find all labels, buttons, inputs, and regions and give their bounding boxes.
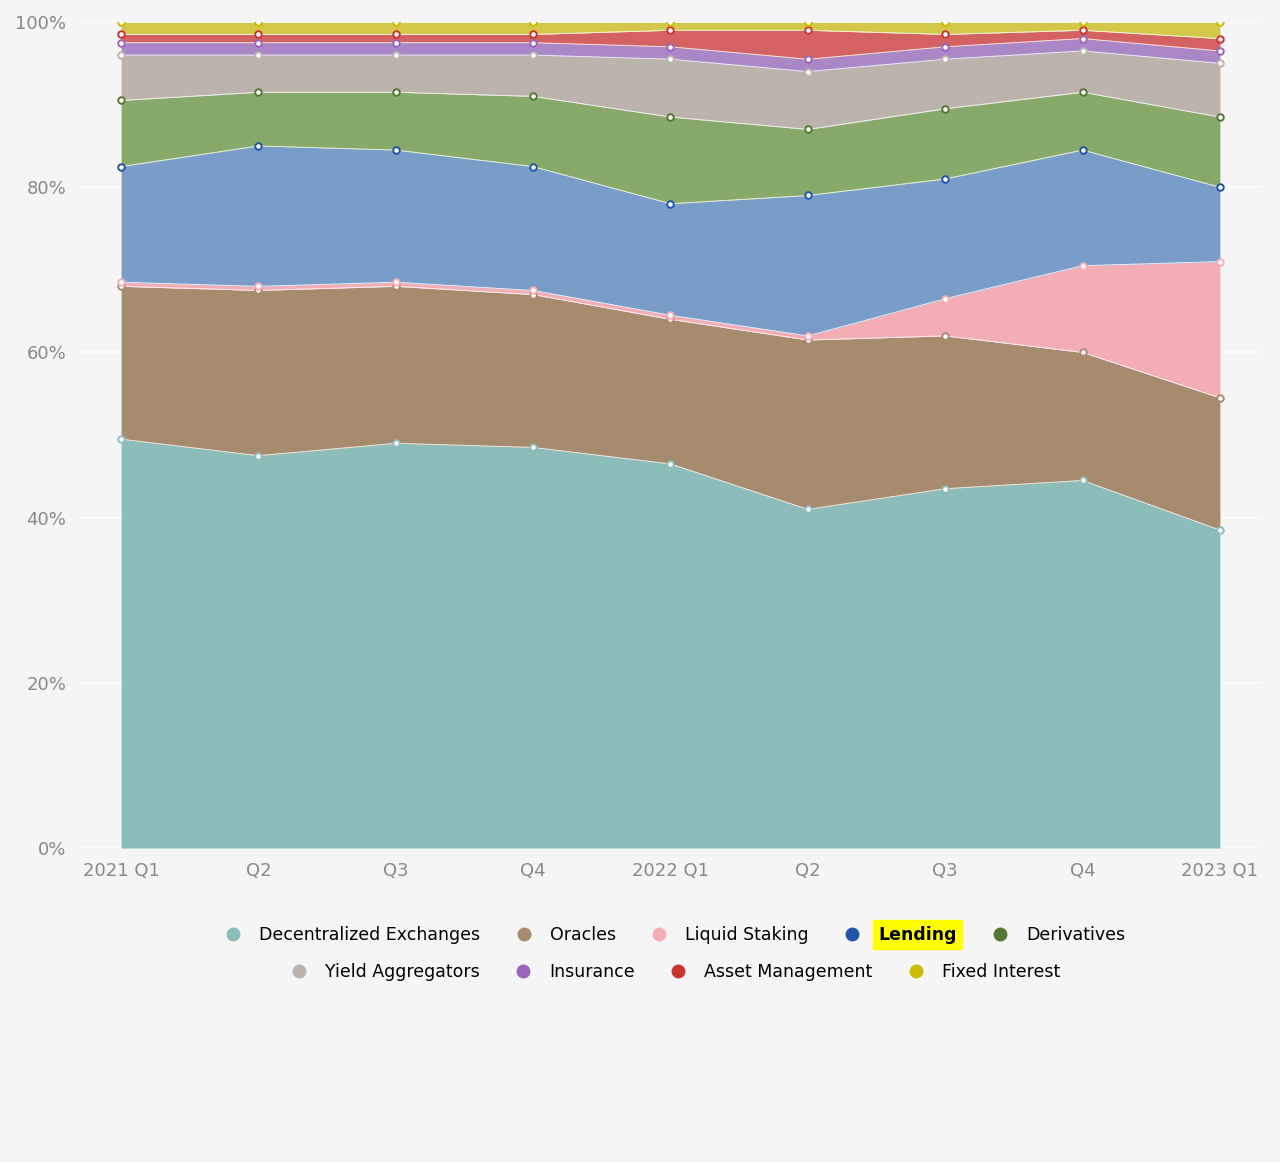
Point — [385, 141, 406, 159]
Point — [1073, 257, 1093, 275]
Point — [1073, 42, 1093, 60]
Point — [660, 194, 681, 213]
Point — [248, 277, 269, 295]
Point — [660, 310, 681, 329]
Point — [660, 37, 681, 56]
Point — [385, 13, 406, 31]
Point — [1073, 343, 1093, 361]
Point — [1073, 13, 1093, 31]
Point — [934, 100, 955, 119]
Point — [111, 34, 132, 52]
Point — [934, 480, 955, 498]
Point — [385, 26, 406, 44]
Point — [934, 170, 955, 188]
Point — [1210, 178, 1230, 196]
Point — [111, 273, 132, 292]
Point — [1210, 388, 1230, 407]
Point — [524, 34, 544, 52]
Point — [1073, 141, 1093, 159]
Legend: Yield Aggregators, Insurance, Asset Management, Fixed Interest: Yield Aggregators, Insurance, Asset Mana… — [274, 956, 1066, 988]
Point — [1073, 29, 1093, 48]
Point — [797, 13, 818, 31]
Point — [1210, 252, 1230, 271]
Point — [248, 26, 269, 44]
Point — [248, 45, 269, 64]
Point — [797, 50, 818, 69]
Point — [797, 63, 818, 81]
Point — [797, 327, 818, 345]
Point — [1210, 42, 1230, 60]
Point — [1210, 29, 1230, 48]
Point — [660, 454, 681, 473]
Point — [797, 331, 818, 350]
Point — [524, 13, 544, 31]
Point — [1073, 83, 1093, 101]
Point — [1210, 53, 1230, 72]
Point — [934, 327, 955, 345]
Point — [111, 277, 132, 295]
Point — [797, 500, 818, 518]
Point — [111, 91, 132, 109]
Point — [385, 277, 406, 295]
Point — [934, 289, 955, 308]
Point — [934, 13, 955, 31]
Point — [1210, 108, 1230, 127]
Point — [248, 281, 269, 300]
Point — [385, 83, 406, 101]
Point — [797, 21, 818, 40]
Point — [934, 37, 955, 56]
Point — [934, 50, 955, 69]
Point — [660, 306, 681, 324]
Point — [524, 286, 544, 304]
Point — [660, 13, 681, 31]
Point — [111, 430, 132, 449]
Point — [385, 433, 406, 452]
Point — [524, 87, 544, 106]
Point — [524, 45, 544, 64]
Point — [524, 438, 544, 457]
Point — [660, 108, 681, 127]
Point — [934, 26, 955, 44]
Point — [111, 157, 132, 175]
Point — [248, 83, 269, 101]
Point — [385, 273, 406, 292]
Point — [797, 120, 818, 138]
Point — [524, 157, 544, 175]
Point — [248, 13, 269, 31]
Point — [524, 281, 544, 300]
Point — [248, 137, 269, 156]
Point — [111, 45, 132, 64]
Point — [524, 26, 544, 44]
Point — [660, 50, 681, 69]
Point — [248, 446, 269, 465]
Point — [1073, 21, 1093, 40]
Point — [1210, 13, 1230, 31]
Point — [385, 45, 406, 64]
Point — [1210, 521, 1230, 539]
Point — [1073, 471, 1093, 489]
Point — [797, 186, 818, 205]
Point — [248, 34, 269, 52]
Point — [111, 13, 132, 31]
Point — [660, 21, 681, 40]
Point — [111, 26, 132, 44]
Point — [385, 34, 406, 52]
